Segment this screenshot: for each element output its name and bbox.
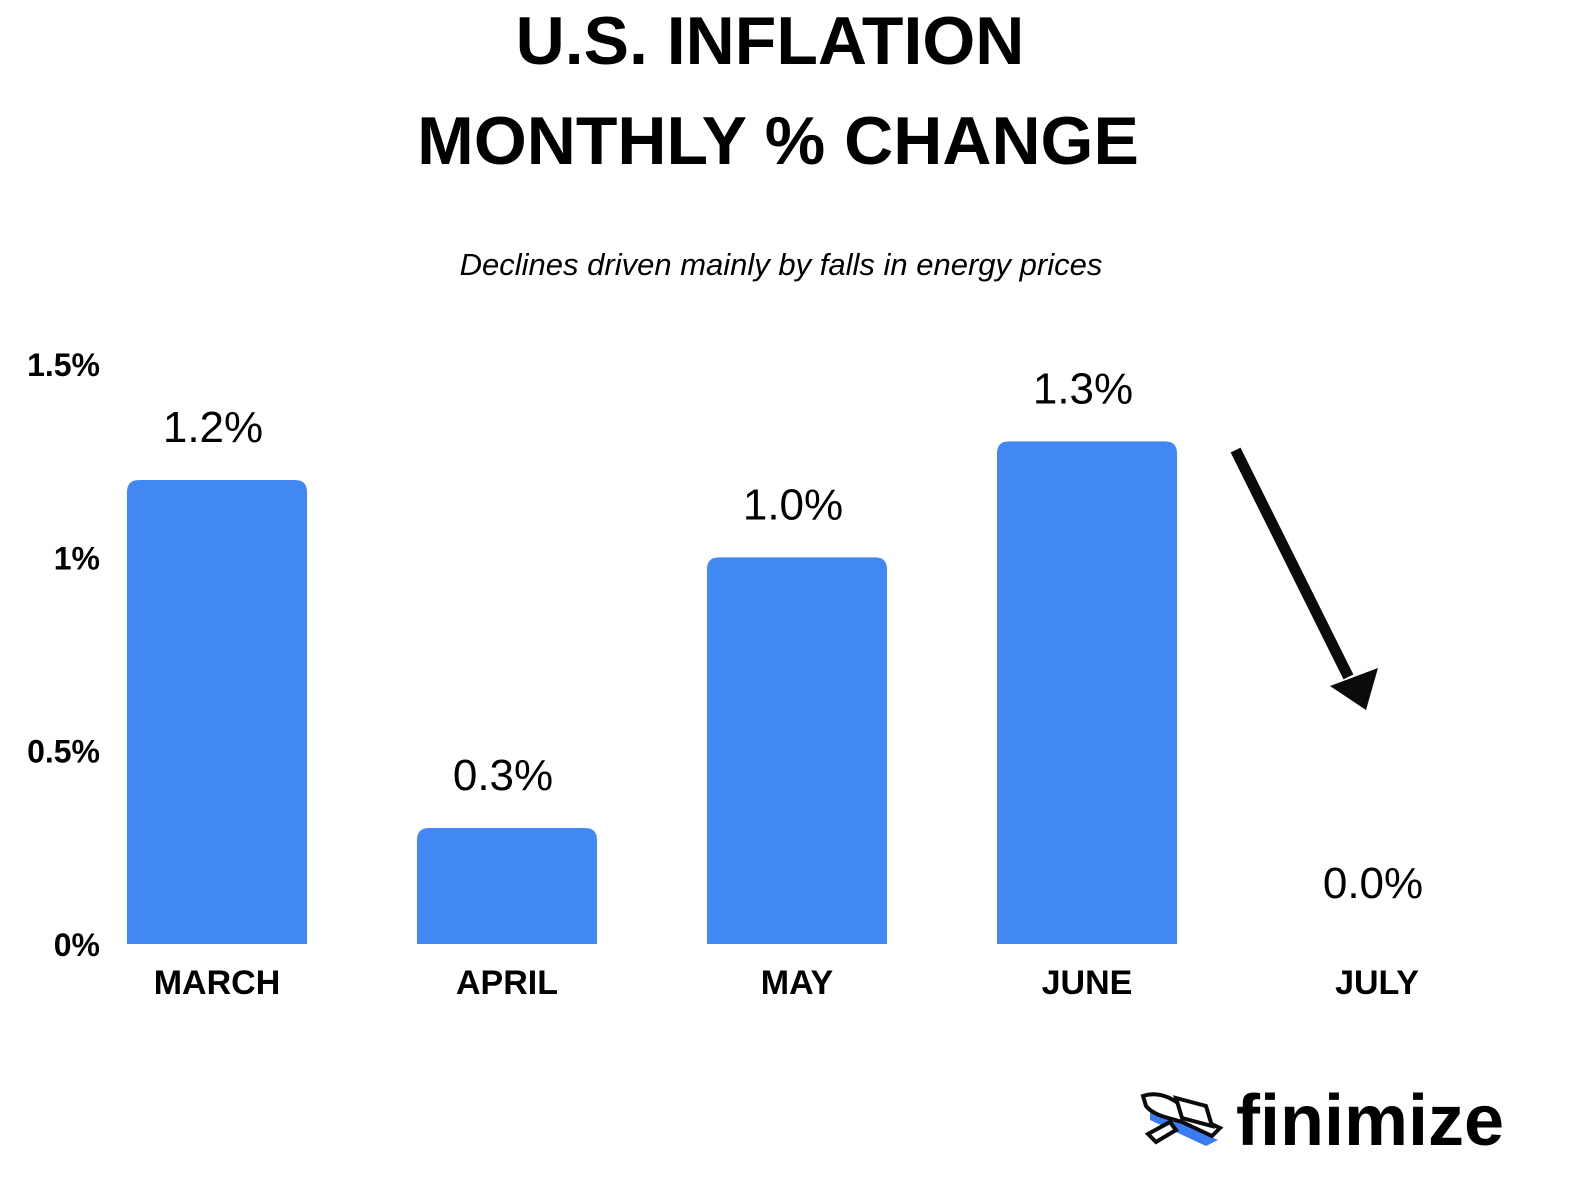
trend-arrow-icon xyxy=(1230,447,1378,710)
winged-envelope-icon xyxy=(1140,1092,1224,1146)
bar-april xyxy=(417,828,597,944)
y-tick-label: 1% xyxy=(54,540,100,576)
x-tick-label-june: JUNE xyxy=(1042,964,1133,1002)
x-axis: MARCH APRIL MAY JUNE JULY xyxy=(154,964,1419,1002)
x-tick-label-july: JULY xyxy=(1335,964,1419,1002)
brand-name: finimize xyxy=(1236,1081,1504,1161)
data-label-july: 0.0% xyxy=(1323,859,1423,908)
data-label-march: 1.2% xyxy=(163,403,263,452)
data-labels: 1.2% 0.3% 1.0% 1.3% 0.0% xyxy=(163,364,1423,908)
x-tick-label-march: MARCH xyxy=(154,964,281,1002)
y-tick-label: 0% xyxy=(54,927,100,963)
y-tick-label: 0.5% xyxy=(27,734,100,770)
bars xyxy=(127,441,1177,944)
chart-subtitle: Declines driven mainly by falls in energ… xyxy=(460,247,1103,282)
bar-may xyxy=(707,557,887,944)
bar-june xyxy=(997,441,1177,944)
data-label-may: 1.0% xyxy=(743,480,843,529)
y-tick-label: 1.5% xyxy=(27,347,100,383)
data-label-june: 1.3% xyxy=(1033,364,1133,413)
x-tick-label-may: MAY xyxy=(761,964,834,1002)
brand-logo: finimize xyxy=(1140,1081,1504,1161)
bar-march xyxy=(127,480,307,944)
chart-title-line-2: MONTHLY % CHANGE xyxy=(417,103,1139,179)
data-label-april: 0.3% xyxy=(453,751,553,800)
x-tick-label-april: APRIL xyxy=(456,964,558,1002)
chart-title-line-1: U.S. INFLATION xyxy=(516,3,1025,79)
y-axis: 0% 0.5% 1% 1.5% xyxy=(27,347,100,963)
